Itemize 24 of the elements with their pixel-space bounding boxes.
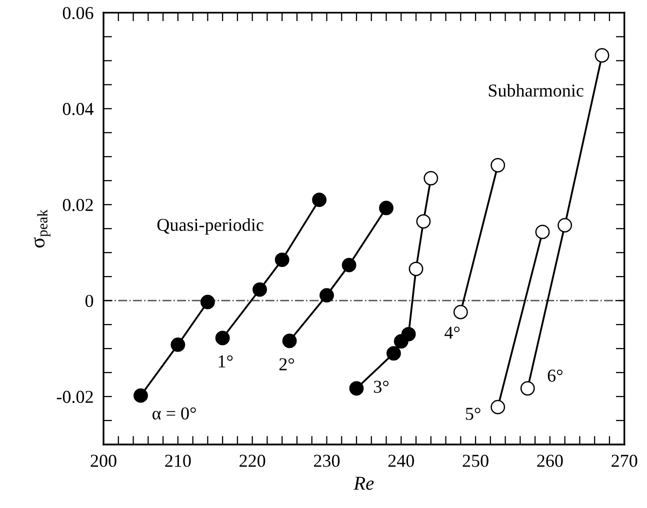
annotation: 1° [218,355,233,368]
y-tick-label: -0.02 [56,390,93,404]
y-tick-label: 0 [85,294,94,308]
annotation: 6° [548,370,562,382]
x-tick-label: 210 [165,454,191,467]
x-tick-label: 230 [314,454,340,467]
x-tick-label: 250 [462,454,488,467]
y-axis-title: σ$_{peak}$ [34,209,50,248]
annotation: Quasi-periodic [157,218,264,235]
y-tick-label: 0.02 [62,198,93,212]
x-tick-label: 220 [240,454,266,467]
annotation: 5° [466,408,480,420]
annotation: 2° [279,358,294,370]
y-tick-label: 0.06 [62,6,94,20]
y-tick-label: 0.04 [62,102,94,116]
x-tick-label: 260 [537,454,563,467]
annotation: 3° [374,380,389,393]
annotation: 4° [444,326,460,339]
x-axis-title: Re [354,476,374,490]
annotation: α = 0° [152,407,196,420]
annotation: Subharmonic [488,84,584,97]
x-tick-label: 240 [388,454,414,467]
x-tick-label: 270 [612,454,638,467]
x-tick-label: 200 [90,454,116,467]
